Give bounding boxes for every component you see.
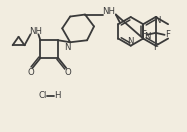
Text: N: N [128, 37, 134, 46]
Text: F: F [153, 43, 158, 52]
Text: NH: NH [29, 27, 42, 36]
Text: N: N [154, 16, 161, 25]
Text: F: F [165, 30, 170, 39]
Text: H: H [54, 91, 61, 100]
Text: N: N [144, 32, 150, 41]
Text: O: O [65, 68, 72, 77]
Text: N: N [64, 43, 70, 52]
Text: NH: NH [102, 7, 115, 16]
Text: Cl: Cl [38, 91, 47, 100]
Text: O: O [27, 68, 34, 77]
Text: F: F [141, 30, 146, 39]
